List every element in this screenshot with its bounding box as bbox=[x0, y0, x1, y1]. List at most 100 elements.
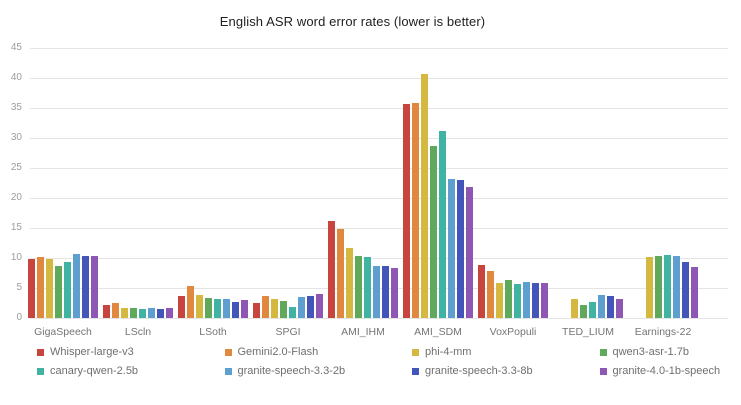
bar-granite-speech-3.3-8b-LSoth bbox=[232, 301, 239, 318]
bar-granite-speech-3.3-2b-LScln bbox=[148, 308, 155, 318]
bar-Whisper-large-v3-SPGI bbox=[253, 303, 260, 318]
bar-qwen3-asr-1.7b-LScln bbox=[130, 308, 137, 318]
bar-Whisper-large-v3-LSoth bbox=[178, 296, 185, 318]
bar-phi-4-mm-Earnings-22 bbox=[646, 257, 653, 318]
legend-swatch-icon bbox=[224, 348, 232, 356]
bar-qwen3-asr-1.7b-TED_LIUM bbox=[580, 304, 587, 318]
bar-phi-4-mm-TED_LIUM bbox=[571, 299, 578, 318]
legend-item-phi-4-mm[interactable]: phi-4-mm bbox=[412, 346, 600, 358]
bar-canary-qwen-2.5b-VoxPopuli bbox=[514, 284, 521, 318]
bar-canary-qwen-2.5b-LSoth bbox=[214, 298, 221, 318]
bar-canary-qwen-2.5b-GigaSpeech bbox=[64, 262, 71, 318]
bar-granite-4.0-1b-speech-SPGI bbox=[316, 294, 323, 318]
x-axis-label-VoxPopuli: VoxPopuli bbox=[489, 326, 537, 338]
legend-item-label: canary-qwen-2.5b bbox=[50, 365, 139, 377]
bar-granite-4.0-1b-speech-Earnings-22 bbox=[691, 267, 698, 318]
bar-Whisper-large-v3-AMI_IHM bbox=[328, 221, 335, 318]
bar-qwen3-asr-1.7b-LSoth bbox=[205, 297, 212, 318]
legend-swatch-icon bbox=[224, 367, 232, 375]
gridline-25 bbox=[30, 168, 728, 169]
bar-phi-4-mm-AMI_SDM bbox=[421, 73, 428, 318]
x-axis-label-LScln: LScln bbox=[124, 326, 152, 338]
y-tick-label-20: 20 bbox=[10, 192, 22, 203]
legend-item-granite-speech-3.3-8b[interactable]: granite-speech-3.3-8b bbox=[412, 365, 600, 377]
bar-granite-4.0-1b-speech-TED_LIUM bbox=[616, 298, 623, 318]
bar-group-VoxPopuli bbox=[478, 48, 548, 318]
gridline-45 bbox=[30, 48, 728, 49]
legend-item-qwen3-asr-1.7b[interactable]: qwen3-asr-1.7b bbox=[599, 346, 741, 358]
legend-swatch-icon bbox=[412, 348, 419, 356]
bar-granite-speech-3.3-8b-GigaSpeech bbox=[82, 256, 89, 318]
y-tick-label-0: 0 bbox=[16, 312, 22, 323]
bar-granite-speech-3.3-8b-VoxPopuli bbox=[532, 283, 539, 318]
bar-qwen3-asr-1.7b-VoxPopuli bbox=[505, 279, 512, 318]
legend-swatch-icon bbox=[37, 348, 44, 356]
bar-granite-speech-3.3-2b-SPGI bbox=[298, 297, 305, 318]
bar-granite-speech-3.3-2b-TED_LIUM bbox=[598, 294, 605, 318]
bar-group-TED_LIUM bbox=[553, 48, 623, 318]
bar-group-LScln bbox=[103, 48, 173, 318]
bar-group-SPGI bbox=[253, 48, 323, 318]
legend-item-Gemini2.0-Flash[interactable]: Gemini2.0-Flash bbox=[224, 346, 413, 358]
legend-item-label: granite-speech-3.3-2b bbox=[237, 365, 346, 377]
y-axis: 0 5 10 15 20 25 30 35 40 45 bbox=[0, 42, 24, 323]
bar-granite-speech-3.3-8b-SPGI bbox=[307, 296, 314, 318]
y-tick-label-40: 40 bbox=[10, 72, 22, 83]
gridline-30 bbox=[30, 138, 728, 139]
legend-item-canary-qwen-2.5b[interactable]: canary-qwen-2.5b bbox=[37, 365, 225, 377]
gridline-35 bbox=[30, 108, 728, 109]
legend-swatch-icon bbox=[599, 348, 607, 356]
bar-group-LSoth bbox=[178, 48, 248, 318]
y-tick-label-10: 10 bbox=[10, 252, 22, 263]
legend-item-granite-speech-3.3-2b[interactable]: granite-speech-3.3-2b bbox=[224, 365, 413, 377]
legend-swatch-icon bbox=[37, 367, 44, 375]
x-axis-label-GigaSpeech: GigaSpeech bbox=[34, 326, 92, 338]
gridline-15 bbox=[30, 228, 728, 229]
legend-item-label: granite-4.0-1b-speech bbox=[612, 365, 721, 377]
legend-swatch-icon bbox=[412, 367, 419, 375]
legend-item-label: granite-speech-3.3-8b bbox=[425, 365, 533, 377]
bar-granite-speech-3.3-2b-AMI_SDM bbox=[448, 178, 455, 318]
bar-phi-4-mm-GigaSpeech bbox=[46, 258, 53, 318]
bar-Gemini2.0-Flash-LScln bbox=[112, 303, 119, 318]
bar-canary-qwen-2.5b-TED_LIUM bbox=[589, 302, 596, 318]
bar-Whisper-large-v3-VoxPopuli bbox=[478, 265, 485, 318]
bar-granite-speech-3.3-8b-AMI_SDM bbox=[457, 180, 464, 318]
bar-canary-qwen-2.5b-Earnings-22 bbox=[664, 255, 671, 318]
bar-Whisper-large-v3-AMI_SDM bbox=[403, 104, 410, 318]
bar-phi-4-mm-LScln bbox=[121, 307, 128, 318]
bar-qwen3-asr-1.7b-GigaSpeech bbox=[55, 265, 62, 318]
bar-canary-qwen-2.5b-AMI_IHM bbox=[364, 257, 371, 318]
bar-group-AMI_SDM bbox=[403, 48, 473, 318]
gridline-0 bbox=[30, 318, 728, 319]
x-axis-label-LSoth: LSoth bbox=[199, 326, 227, 338]
gridline-40 bbox=[30, 78, 728, 79]
bar-granite-speech-3.3-2b-LSoth bbox=[223, 298, 230, 318]
bar-group-AMI_IHM bbox=[328, 48, 398, 318]
bar-canary-qwen-2.5b-LScln bbox=[139, 309, 146, 318]
bar-granite-speech-3.3-8b-TED_LIUM bbox=[607, 296, 614, 318]
x-axis-label-TED_LIUM: TED_LIUM bbox=[562, 326, 614, 338]
legend-item-granite-4.0-1b-speech[interactable]: granite-4.0-1b-speech bbox=[599, 365, 741, 377]
x-axis-label-Earnings-22: Earnings-22 bbox=[634, 326, 692, 338]
bar-canary-qwen-2.5b-AMI_SDM bbox=[439, 131, 446, 318]
bar-granite-speech-3.3-2b-AMI_IHM bbox=[373, 265, 380, 318]
legend: Whisper-large-v3 Gemini2.0-Flash phi-4-mm q… bbox=[37, 346, 741, 377]
bar-canary-qwen-2.5b-SPGI bbox=[289, 306, 296, 318]
legend-swatch-icon bbox=[599, 367, 607, 375]
y-tick-label-45: 45 bbox=[10, 42, 22, 53]
x-axis-label-AMI_SDM: AMI_SDM bbox=[414, 326, 462, 338]
bar-Gemini2.0-Flash-GigaSpeech bbox=[37, 256, 44, 318]
y-tick-label-25: 25 bbox=[10, 162, 22, 173]
bar-granite-4.0-1b-speech-LSoth bbox=[241, 300, 248, 318]
y-tick-label-35: 35 bbox=[10, 102, 22, 113]
bar-qwen3-asr-1.7b-Earnings-22 bbox=[655, 256, 662, 318]
bar-Gemini2.0-Flash-SPGI bbox=[262, 295, 269, 318]
legend-item-label: Whisper-large-v3 bbox=[50, 346, 134, 358]
gridline-10 bbox=[30, 258, 728, 259]
bar-Whisper-large-v3-GigaSpeech bbox=[28, 259, 35, 318]
legend-item-Whisper-large-v3[interactable]: Whisper-large-v3 bbox=[37, 346, 225, 358]
x-axis-label-AMI_IHM: AMI_IHM bbox=[341, 326, 385, 338]
plot-area: GigaSpeech LScln LSoth SPGI AMI_IHM AMI_SDM Vo… bbox=[28, 48, 728, 338]
